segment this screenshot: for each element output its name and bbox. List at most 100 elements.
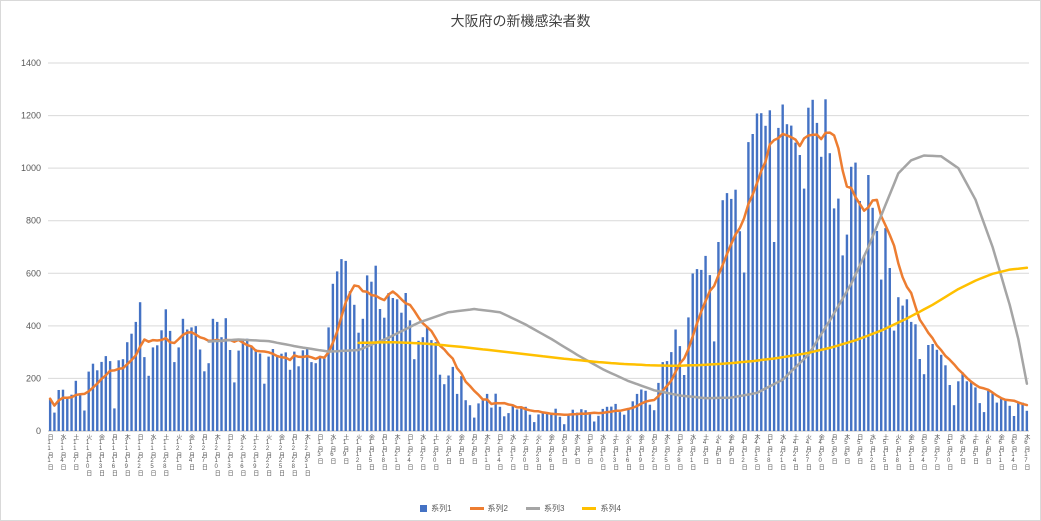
bar (657, 382, 660, 431)
bar (151, 347, 155, 431)
bar (691, 273, 694, 431)
bar (837, 198, 840, 431)
bar (408, 320, 412, 431)
legend-item-series-3[interactable]: 系列3 (526, 503, 564, 514)
bar (700, 269, 703, 431)
bar (584, 410, 587, 431)
bar (507, 413, 510, 431)
legend-label: 系列3 (544, 504, 565, 513)
bar (580, 409, 583, 431)
y-axis-label: 400 (26, 321, 41, 331)
bar (425, 326, 429, 431)
bar (490, 407, 493, 431)
bar (935, 349, 939, 431)
bar (730, 198, 733, 431)
bar (751, 134, 754, 431)
bar (267, 356, 270, 431)
bar (404, 293, 407, 431)
bar-series-1 (48, 99, 1029, 432)
bar (391, 298, 395, 431)
y-axis-label: 1200 (21, 111, 41, 121)
bar (96, 370, 99, 431)
line-series-3 (207, 154, 1029, 400)
bar (241, 338, 245, 431)
bar (644, 390, 647, 431)
bar (575, 412, 579, 431)
bar (772, 242, 776, 431)
bar (301, 350, 305, 431)
legend-line-swatch (526, 507, 540, 510)
bar (207, 363, 210, 431)
bar (275, 355, 279, 431)
bar (1021, 402, 1024, 431)
bar (952, 405, 956, 431)
bar (203, 371, 206, 431)
bar (91, 363, 95, 431)
bar (331, 283, 335, 431)
y-axis-label: 1000 (21, 163, 41, 173)
bar (665, 361, 669, 431)
bar (70, 394, 73, 431)
bar (293, 351, 296, 431)
bar (186, 329, 189, 431)
bar (648, 404, 652, 431)
bar (807, 107, 810, 431)
y-axis-label: 600 (26, 268, 41, 278)
bar (948, 385, 951, 431)
bar (892, 330, 896, 431)
bar (314, 363, 317, 431)
legend-label: 系列1 (431, 504, 452, 513)
legend-item-series-2[interactable]: 系列2 (469, 503, 508, 514)
bar (378, 309, 382, 431)
bar (400, 312, 403, 431)
bar (939, 354, 943, 431)
bar (567, 413, 570, 431)
bar (168, 330, 172, 431)
bar (777, 127, 780, 432)
line-series-4 (357, 266, 1029, 368)
bar (897, 297, 900, 431)
bar (640, 389, 643, 431)
bar (987, 390, 990, 431)
bar (374, 265, 377, 431)
bar (198, 349, 202, 431)
bar (533, 422, 536, 431)
bar (288, 369, 292, 431)
legend-item-series-1[interactable]: 系列1 (420, 503, 452, 514)
bar (545, 413, 549, 431)
bar (622, 414, 626, 431)
y-axis-label: 200 (26, 373, 41, 383)
legend-item-series-4[interactable]: 系列4 (582, 503, 621, 514)
bar (687, 317, 690, 431)
bar (117, 360, 120, 431)
bar (83, 410, 86, 431)
bar (190, 327, 193, 431)
bar (87, 371, 90, 431)
bar (867, 175, 870, 431)
bar (614, 403, 617, 431)
bar (597, 415, 600, 431)
bar (181, 318, 185, 431)
bar (353, 304, 356, 431)
bar (991, 392, 994, 431)
y-axis-label: 800 (26, 216, 41, 226)
bar (164, 309, 168, 431)
bar (712, 341, 716, 431)
bar (558, 416, 562, 431)
bar (554, 408, 557, 431)
bar (734, 189, 737, 431)
bar (494, 393, 497, 431)
bar (297, 366, 300, 431)
bar (922, 374, 926, 431)
bar (588, 412, 592, 431)
bar (53, 412, 56, 431)
bar (563, 424, 566, 431)
bar (413, 359, 416, 431)
y-axis-label: 1400 (21, 58, 41, 68)
bar (305, 348, 309, 431)
bar (717, 242, 720, 431)
bar (1017, 402, 1020, 431)
bar (224, 318, 227, 431)
bar (327, 327, 330, 431)
bar (982, 412, 986, 431)
